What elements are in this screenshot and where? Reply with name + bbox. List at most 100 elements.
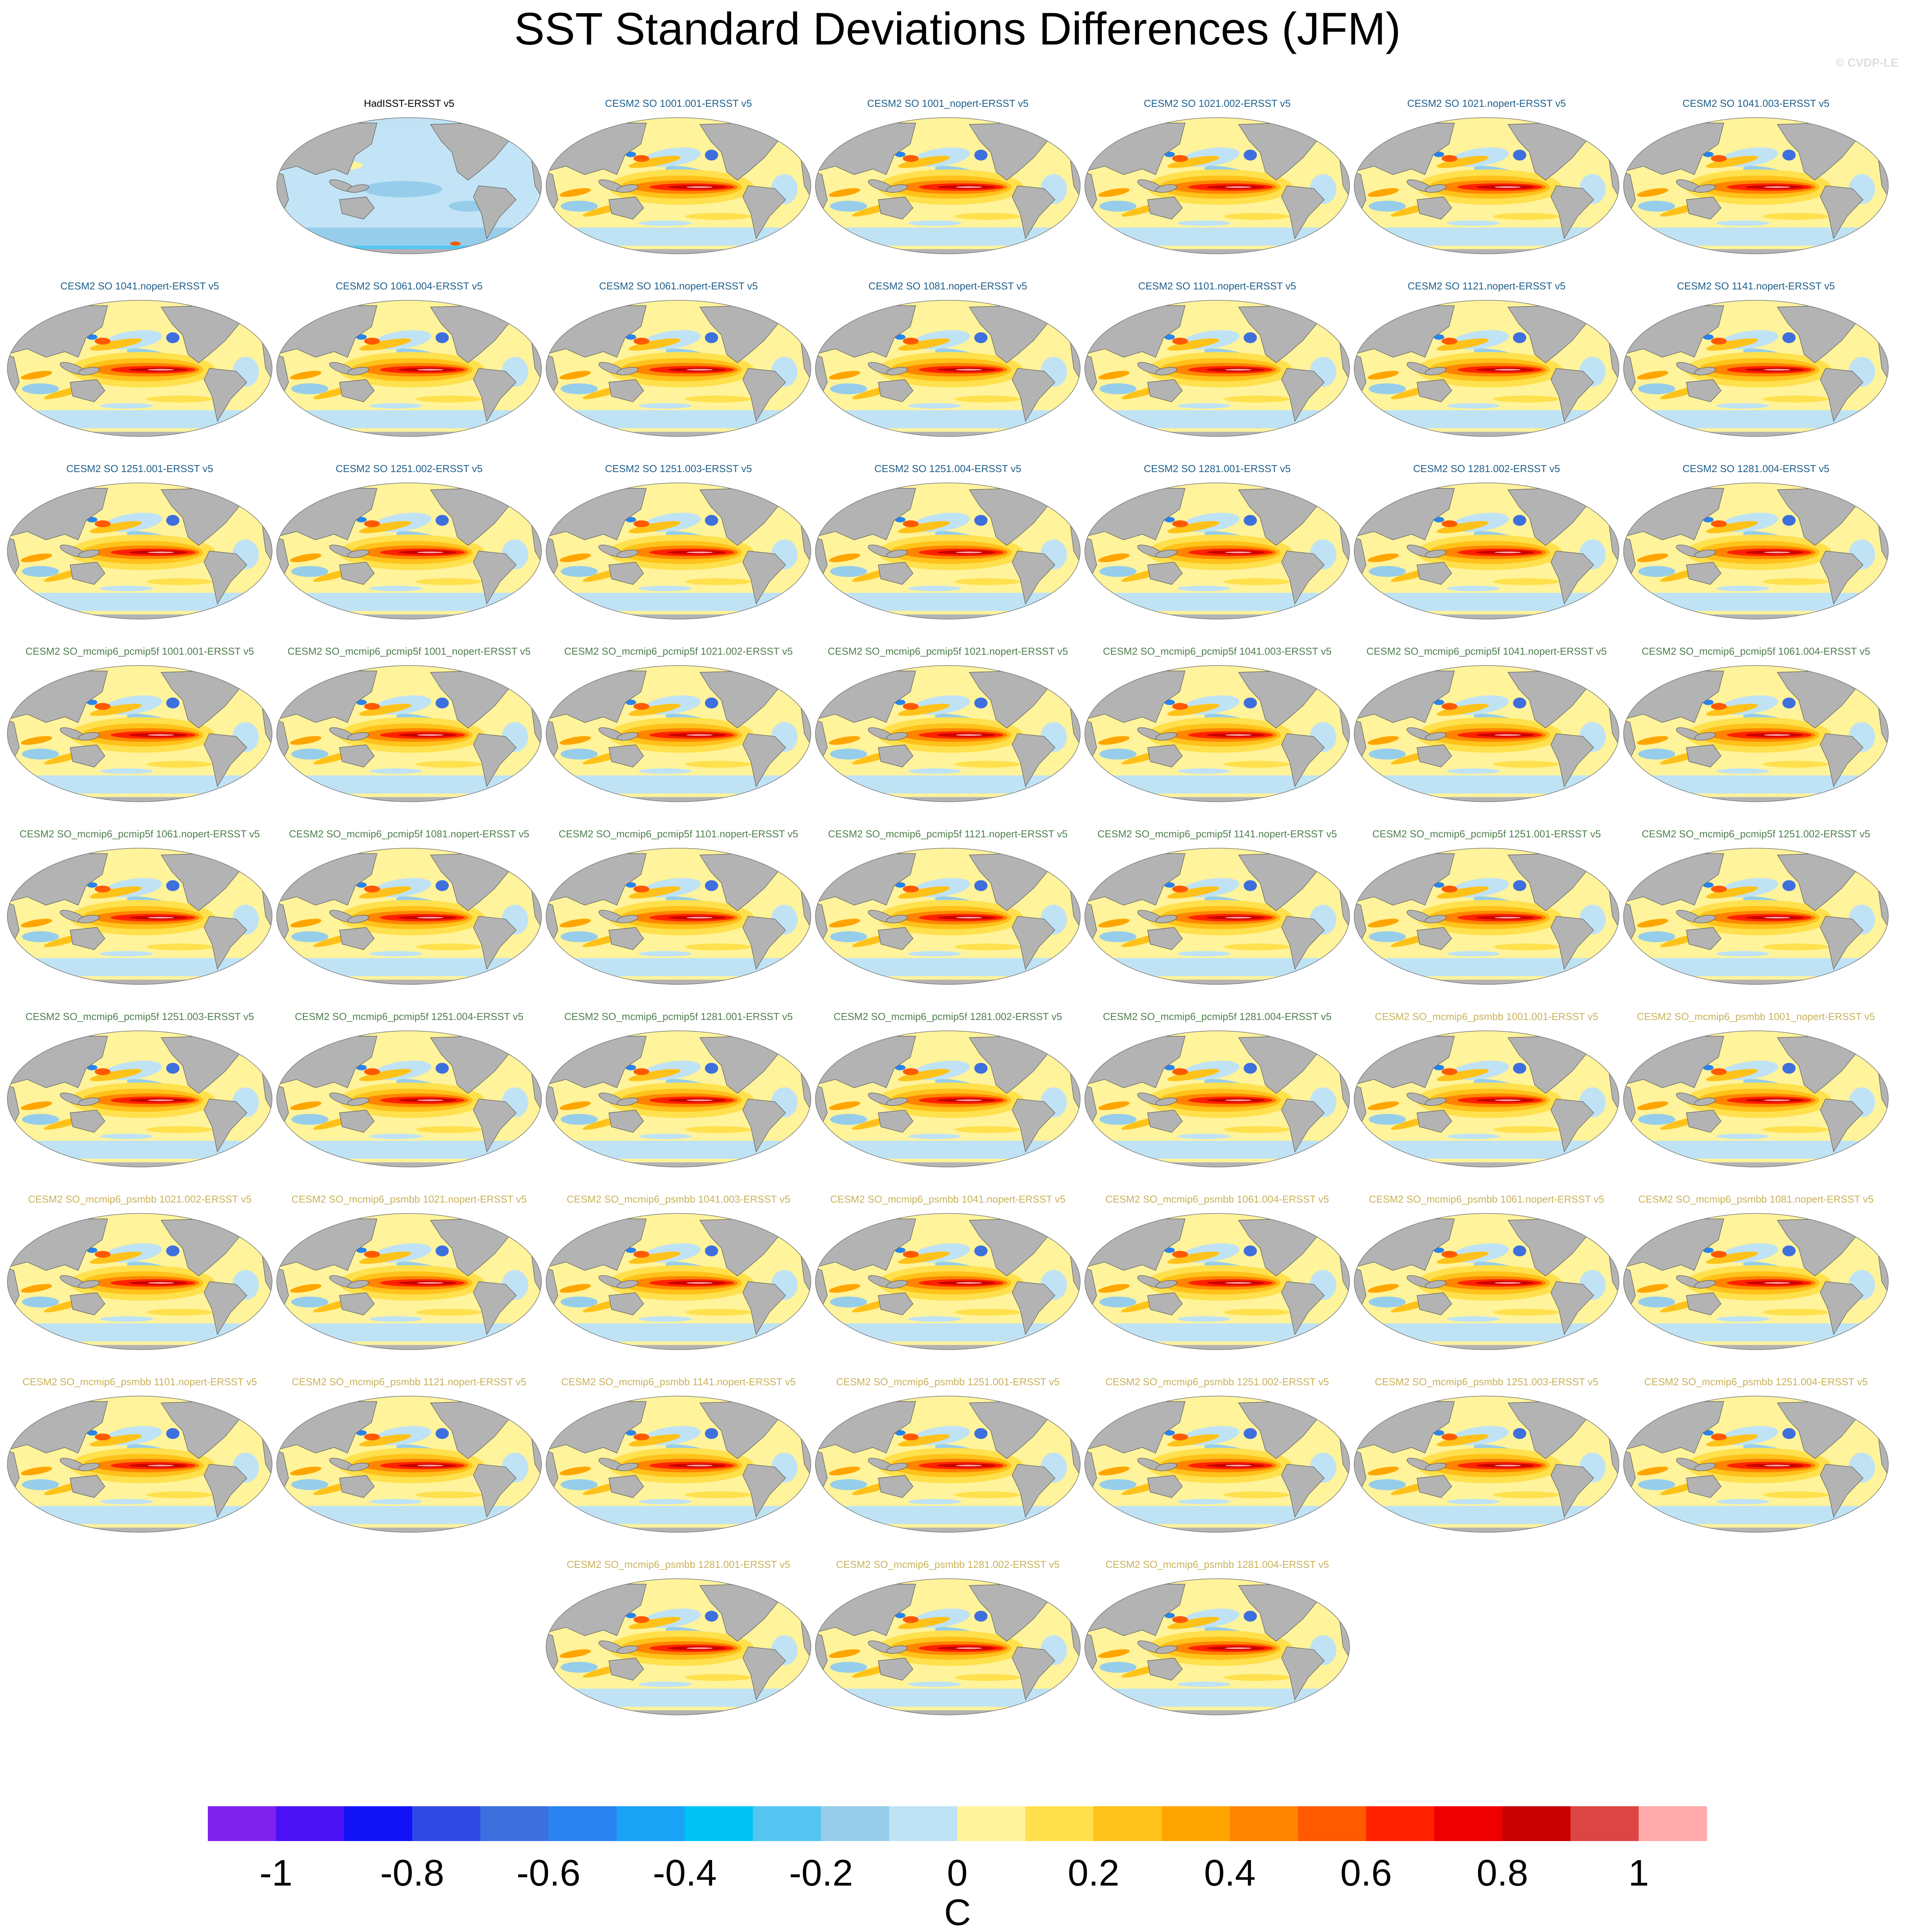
map-panel: CESM2 SO_mcmip6_pcmip5f 1061.nopert-ERSS… bbox=[7, 828, 272, 985]
map-outline bbox=[1084, 1578, 1350, 1715]
sst-difference-field bbox=[7, 666, 272, 802]
sst-difference-field bbox=[1085, 1213, 1350, 1350]
panel-title: CESM2 SO 1001_nopert-ERSST v5 bbox=[867, 98, 1028, 109]
panel-title: CESM2 SO_mcmip6_psmbb 1251.004-ERSST v5 bbox=[1644, 1376, 1868, 1388]
colorbar-swatch bbox=[1161, 1806, 1230, 1841]
map-panel: CESM2 SO 1121.nopert-ERSST v5 bbox=[1354, 280, 1619, 437]
sst-difference-field bbox=[1354, 666, 1619, 802]
panel-title: CESM2 SO_mcmip6_pcmip5f 1021.002-ERSST v… bbox=[564, 645, 793, 657]
sst-difference-field bbox=[1624, 118, 1888, 254]
map-outline bbox=[1354, 665, 1619, 802]
map-panel: CESM2 SO 1041.003-ERSST v5 bbox=[1623, 98, 1889, 254]
map-outline bbox=[1084, 483, 1350, 619]
map-outline bbox=[1623, 1030, 1889, 1167]
colorbar-swatch bbox=[889, 1806, 958, 1841]
sst-difference-field bbox=[277, 666, 541, 802]
colorbar-swatch bbox=[276, 1806, 344, 1841]
panel-title: CESM2 SO_mcmip6_pcmip5f 1281.002-ERSST v… bbox=[834, 1011, 1062, 1022]
panel-title: CESM2 SO_mcmip6_pcmip5f 1001_nopert-ERSS… bbox=[288, 645, 531, 657]
sst-difference-field bbox=[546, 848, 811, 984]
panel-title: CESM2 SO 1251.003-ERSST v5 bbox=[605, 463, 752, 474]
sst-difference-field bbox=[7, 1031, 272, 1167]
panel-title: CESM2 SO_mcmip6_psmbb 1021.nopert-ERSST … bbox=[291, 1193, 527, 1205]
sst-difference-field bbox=[815, 1031, 1080, 1167]
colorbar-tick-label: 0.6 bbox=[1340, 1852, 1392, 1894]
colorbar-swatch bbox=[480, 1806, 549, 1841]
map-outline bbox=[7, 483, 272, 619]
colorbar-swatch bbox=[617, 1806, 685, 1841]
panel-title: CESM2 SO_mcmip6_psmbb 1101.nopert-ERSST … bbox=[22, 1376, 257, 1388]
map-panel: CESM2 SO 1141.nopert-ERSST v5 bbox=[1623, 280, 1889, 437]
map-panel: CESM2 SO_mcmip6_psmbb 1281.001-ERSST v5 bbox=[546, 1559, 811, 1715]
map-outline bbox=[7, 300, 272, 437]
map-panel: CESM2 SO_mcmip6_pcmip5f 1001.001-ERSST v… bbox=[7, 645, 272, 802]
panel-title: CESM2 SO_mcmip6_psmbb 1061.nopert-ERSST … bbox=[1369, 1193, 1604, 1205]
panel-title: CESM2 SO_mcmip6_pcmip5f 1251.001-ERSST v… bbox=[1372, 828, 1601, 840]
map-panel: CESM2 SO_mcmip6_pcmip5f 1101.nopert-ERSS… bbox=[546, 828, 811, 985]
sst-difference-field bbox=[277, 1031, 541, 1167]
colorbar-tick-label: -0.4 bbox=[653, 1852, 717, 1894]
map-outline bbox=[546, 848, 811, 985]
map-panel: CESM2 SO 1251.004-ERSST v5 bbox=[815, 463, 1081, 619]
colorbar-swatch bbox=[344, 1806, 413, 1841]
sst-difference-field bbox=[815, 1396, 1080, 1532]
sst-difference-field bbox=[815, 848, 1080, 984]
sst-difference-field bbox=[7, 1396, 272, 1532]
panel-title: CESM2 SO_mcmip6_psmbb 1121.nopert-ERSST … bbox=[292, 1376, 526, 1388]
map-outline bbox=[546, 1030, 811, 1167]
map-panel: CESM2 SO_mcmip6_pcmip5f 1251.004-ERSST v… bbox=[276, 1011, 542, 1167]
map-panel: CESM2 SO_mcmip6_psmbb 1021.nopert-ERSST … bbox=[276, 1193, 542, 1350]
panel-title: CESM2 SO_mcmip6_pcmip5f 1251.004-ERSST v… bbox=[295, 1011, 524, 1022]
panel-title: CESM2 SO_mcmip6_pcmip5f 1041.nopert-ERSS… bbox=[1367, 645, 1607, 657]
colorbar-swatch bbox=[1638, 1806, 1707, 1841]
map-panel: CESM2 SO_mcmip6_psmbb 1001.001-ERSST v5 bbox=[1354, 1011, 1619, 1167]
panel-title: CESM2 SO_mcmip6_pcmip5f 1101.nopert-ERSS… bbox=[559, 828, 798, 840]
sst-difference-field bbox=[546, 1396, 811, 1532]
sst-difference-field bbox=[1085, 1031, 1350, 1167]
map-panel: CESM2 SO_mcmip6_psmbb 1041.003-ERSST v5 bbox=[546, 1193, 811, 1350]
map-outline bbox=[815, 665, 1081, 802]
map-panel: CESM2 SO_mcmip6_pcmip5f 1281.001-ERSST v… bbox=[546, 1011, 811, 1167]
colorbar-swatch bbox=[957, 1806, 1026, 1841]
sst-difference-field bbox=[815, 1213, 1080, 1350]
map-panel: CESM2 SO_mcmip6_psmbb 1001_nopert-ERSST … bbox=[1623, 1011, 1889, 1167]
map-outline bbox=[546, 665, 811, 802]
panel-title: CESM2 SO_mcmip6_psmbb 1041.nopert-ERSST … bbox=[830, 1193, 1065, 1205]
map-outline bbox=[276, 483, 542, 619]
map-outline bbox=[7, 1030, 272, 1167]
colorbar-swatch bbox=[1570, 1806, 1639, 1841]
panel-title: HadISST-ERSST v5 bbox=[364, 98, 454, 109]
sst-difference-field bbox=[1624, 666, 1888, 802]
map-outline bbox=[1623, 848, 1889, 985]
map-panel: CESM2 SO_mcmip6_psmbb 1251.003-ERSST v5 bbox=[1354, 1376, 1619, 1533]
map-panel: CESM2 SO_mcmip6_pcmip5f 1281.004-ERSST v… bbox=[1084, 1011, 1350, 1167]
map-outline bbox=[815, 117, 1081, 254]
map-panel: CESM2 SO_mcmip6_pcmip5f 1021.002-ERSST v… bbox=[546, 645, 811, 802]
map-outline bbox=[546, 1396, 811, 1533]
sst-difference-field bbox=[1624, 1396, 1888, 1532]
sst-difference-field bbox=[546, 483, 811, 619]
colorbar-swatch bbox=[821, 1806, 889, 1841]
sst-difference-field bbox=[1624, 848, 1888, 984]
colorbar-tick-label: 0.2 bbox=[1068, 1852, 1119, 1894]
panel-title: CESM2 SO 1021.nopert-ERSST v5 bbox=[1407, 98, 1566, 109]
map-panel: CESM2 SO 1281.004-ERSST v5 bbox=[1623, 463, 1889, 619]
panel-title: CESM2 SO 1041.nopert-ERSST v5 bbox=[60, 280, 219, 292]
sst-difference-field bbox=[1354, 118, 1619, 254]
panel-title: CESM2 SO 1021.002-ERSST v5 bbox=[1144, 98, 1291, 109]
map-outline bbox=[1623, 117, 1889, 254]
panel-title: CESM2 SO_mcmip6_pcmip5f 1021.nopert-ERSS… bbox=[828, 645, 1068, 657]
panel-title: CESM2 SO 1041.003-ERSST v5 bbox=[1682, 98, 1829, 109]
map-outline bbox=[815, 1030, 1081, 1167]
panel-title: CESM2 SO_mcmip6_pcmip5f 1001.001-ERSST v… bbox=[26, 645, 254, 657]
map-outline bbox=[1354, 1030, 1619, 1167]
panel-title: CESM2 SO_mcmip6_pcmip5f 1061.004-ERSST v… bbox=[1642, 645, 1870, 657]
map-panel: CESM2 SO_mcmip6_psmbb 1121.nopert-ERSST … bbox=[276, 1376, 542, 1533]
colorbar-swatch bbox=[753, 1806, 821, 1841]
map-outline bbox=[1084, 1396, 1350, 1533]
sst-difference-field bbox=[277, 300, 541, 436]
panel-title: CESM2 SO 1001.001-ERSST v5 bbox=[605, 98, 752, 109]
panel-title: CESM2 SO_mcmip6_psmbb 1141.nopert-ERSST … bbox=[561, 1376, 796, 1388]
map-outline bbox=[1354, 1396, 1619, 1533]
